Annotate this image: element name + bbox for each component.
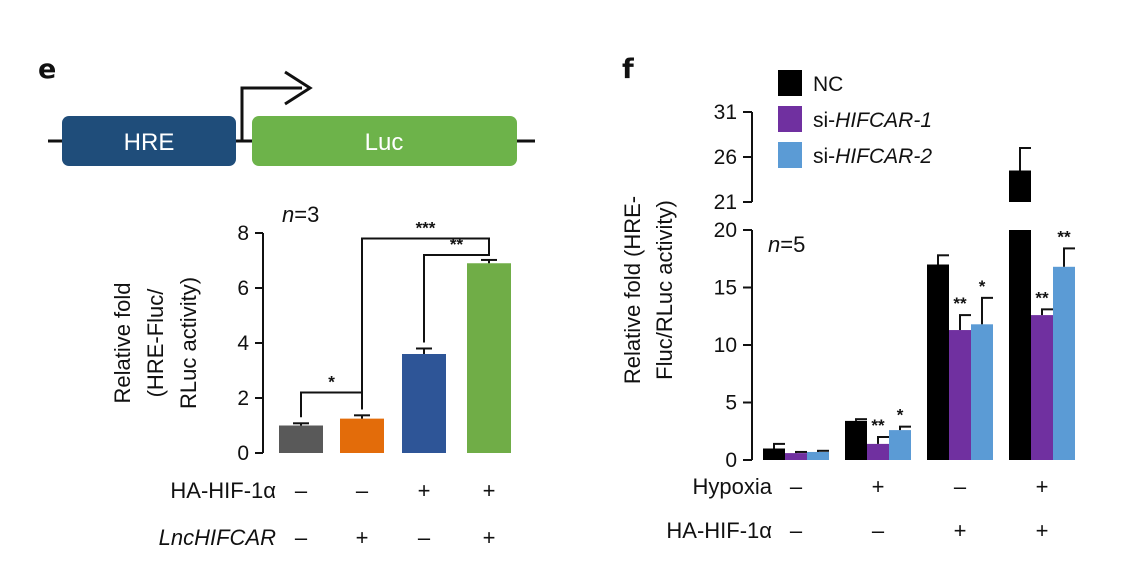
chart-f-n-prefix: n — [768, 232, 780, 257]
luc-label: Luc — [365, 129, 404, 156]
hre-label: HRE — [124, 129, 175, 156]
chart-e-y-tick-label: 8 — [237, 222, 249, 245]
chart-f-significance-label: * — [897, 406, 904, 425]
chart-e-condition-value: + — [483, 525, 496, 550]
chart-f-condition-value: – — [954, 474, 967, 499]
chart-f-significance-label: ** — [953, 294, 967, 313]
chart-f-bar — [889, 430, 911, 460]
chart-f-y-tick-label: 10 — [714, 334, 737, 357]
chart-f-significance-label: ** — [1057, 227, 1071, 246]
chart-e-y-tick-label: 6 — [237, 277, 249, 300]
chart-f-n-label: n=5 — [768, 232, 805, 257]
chart-f-ylabel-line-2: Fluc/RLuc activity) — [652, 200, 677, 380]
chart-e-significance-bracket — [361, 237, 490, 410]
chart-e-ylabel-line-2: (HRE-Fluc/ — [143, 288, 168, 398]
chart-f-y-tick-label: 21 — [714, 191, 737, 214]
chart-f-bar-upper — [1009, 170, 1031, 202]
chart-e-n-value: =3 — [294, 202, 319, 227]
chart-e-condition-label: HA-HIF-1α — [170, 478, 276, 503]
chart-f-y-tick-label: 0 — [725, 449, 737, 472]
chart-f-condition-value: + — [1036, 474, 1049, 499]
chart-e-y-tick-label: 4 — [237, 332, 249, 355]
chart-f-bar — [971, 324, 993, 460]
chart-f-ylabel-line-1: Relative fold (HRE- — [620, 196, 645, 384]
chart-f-bar — [927, 264, 949, 460]
construct-diagram: HRE Luc — [48, 70, 535, 166]
chart-e-condition-value: + — [356, 525, 369, 550]
chart-f-bar — [807, 451, 829, 460]
chart-e-significance-label: *** — [416, 219, 436, 238]
chart-e-significance-label: ** — [450, 235, 464, 254]
chart-f-y-tick-label: 26 — [714, 146, 737, 169]
chart-e-n-label: n=3 — [282, 202, 319, 227]
chart-f-legend-swatch — [778, 142, 802, 168]
chart-e-n-prefix: n — [282, 202, 294, 227]
chart-e-condition-value: – — [295, 478, 308, 503]
chart-f-legend-label-prefix: si- — [813, 145, 835, 168]
chart-f-y-tick-label: 15 — [714, 277, 737, 300]
chart-e-bar — [340, 418, 384, 453]
chart-f-y-tick-label: 31 — [714, 101, 737, 124]
chart-e-ylabel-line-1: Relative fold — [110, 282, 135, 403]
chart-e-condition-label: LncHIFCAR — [159, 525, 276, 550]
chart-e-bar — [279, 425, 323, 453]
chart-f-condition-value: + — [954, 518, 967, 543]
chart-f-significance-label: * — [979, 277, 986, 296]
chart-e-bar — [467, 263, 511, 453]
chart-f-n-value: =5 — [780, 232, 805, 257]
chart-f-bar — [785, 453, 807, 460]
chart-f-legend-label: NC — [813, 73, 843, 96]
chart-f-bar — [867, 443, 889, 460]
hre-box — [62, 116, 236, 166]
chart-e-significance-bracket — [423, 253, 490, 343]
chart-f-condition-value: – — [872, 518, 885, 543]
chart-f-condition-value: – — [790, 518, 803, 543]
chart-f-legend-label-italic: HIFCAR-2 — [835, 145, 932, 168]
promoter-arrow-icon — [240, 86, 302, 141]
chart-f-bar — [1053, 266, 1075, 460]
arrowhead-icon — [284, 70, 313, 106]
chart-e-condition-value: – — [418, 525, 431, 550]
chart-f-legend-swatch — [778, 70, 802, 96]
panel-f-letter: f — [622, 54, 634, 85]
chart-f-legend-label-plain: NC — [813, 73, 843, 96]
chart-f-condition-value: – — [790, 474, 803, 499]
chart-f-significance-label: ** — [871, 416, 885, 435]
chart-e-condition-value: + — [418, 478, 431, 503]
chart-e-ylabel: Relative fold (HRE-Fluc/ RLuc activity) — [110, 277, 201, 409]
chart-f-bar — [1031, 315, 1053, 460]
chart-e-ylabel-line-3: RLuc activity) — [176, 277, 201, 409]
chart-e-condition-value: – — [356, 478, 369, 503]
chart-e-y-tick-label: 2 — [237, 387, 249, 410]
chart-e-significance-label: * — [328, 373, 335, 392]
chart-f-condition-value: + — [1036, 518, 1049, 543]
chart-f-legend-label-prefix: si- — [813, 109, 835, 132]
chart-f-condition-label: HA-HIF-1α — [666, 518, 772, 543]
chart-f-legend-label-italic: HIFCAR-1 — [835, 109, 932, 132]
chart-f-condition-value: + — [872, 474, 885, 499]
chart-e-condition-value: – — [295, 525, 308, 550]
chart-e-significance-bracket — [300, 391, 363, 418]
chart-e-condition-value: + — [483, 478, 496, 503]
chart-f-significance-label: ** — [1035, 288, 1049, 307]
chart-e-y-tick-label: 0 — [237, 442, 249, 465]
chart-f-y-tick-label: 20 — [714, 219, 737, 242]
chart-f-legend-label: si-HIFCAR-2 — [813, 145, 932, 168]
chart-f-bar — [763, 448, 785, 460]
chart-e-bar — [402, 354, 446, 453]
chart-f-ylabel: Relative fold (HRE- Fluc/RLuc activity) — [620, 196, 677, 384]
luc-box — [252, 116, 517, 166]
chart-f-bar — [949, 330, 971, 460]
chart-f-condition-label: Hypoxia — [693, 474, 773, 499]
panel-e-letter: e — [38, 54, 56, 85]
chart-f-legend-swatch — [778, 106, 802, 132]
chart-f-y-tick-label: 5 — [725, 392, 737, 415]
chart-f-bar-lower — [1009, 230, 1031, 460]
chart-f-bar — [845, 420, 867, 460]
chart-f-legend-label: si-HIFCAR-1 — [813, 109, 932, 132]
